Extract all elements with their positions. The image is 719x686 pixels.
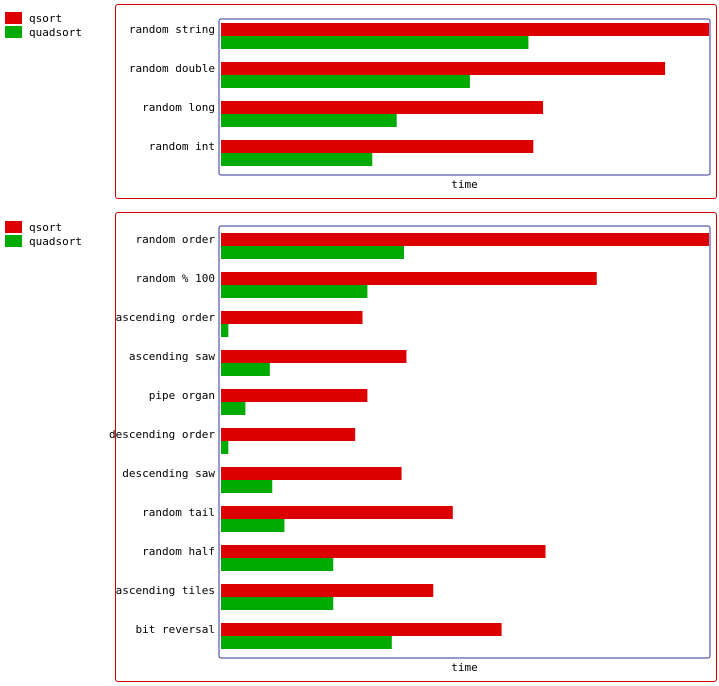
legend-item-qsort: qsort (5, 11, 82, 25)
bar-qsort-ascending-saw (221, 350, 407, 363)
bar-quadsort-random-string (221, 36, 529, 49)
category-label: descending saw (122, 467, 215, 480)
category-label: random tail (142, 506, 215, 519)
category-label: ascending tiles (116, 584, 215, 597)
bar-qsort-random-half (221, 545, 546, 558)
category-label: random string (129, 23, 215, 36)
legend-item-quadsort: quadsort (5, 25, 82, 39)
bar-quadsort-bit-reversal (221, 636, 392, 649)
bar-qsort-pipe-organ (221, 389, 368, 402)
bar-quadsort-descending-order (221, 441, 229, 454)
bar-quadsort-random-double (221, 75, 470, 88)
bar-quadsort-ascending-tiles (221, 597, 334, 610)
bar-qsort-random-string (221, 23, 709, 36)
bar-quadsort-random-long (221, 114, 397, 127)
bar-qsort-ascending-tiles (221, 584, 434, 597)
bar-quadsort-descending-saw (221, 480, 273, 493)
legend-item-qsort: qsort (5, 220, 82, 234)
bar-qsort-random-tail (221, 506, 453, 519)
x-axis-label: time (451, 178, 478, 191)
chart-panel-1: random string random double random long ran… (115, 4, 717, 199)
category-label: random int (149, 140, 215, 153)
bar-qsort-bit-reversal (221, 623, 502, 636)
bar-chart-1: random string random double random long ran… (129, 18, 711, 191)
category-label: random order (136, 233, 216, 246)
legend-label-quadsort: quadsort (29, 25, 82, 39)
category-label: pipe organ (149, 389, 215, 402)
category-label: random long (142, 101, 215, 114)
legend-swatch-qsort (5, 12, 22, 24)
category-label: descending order (109, 428, 215, 441)
bar-qsort-random-long (221, 101, 544, 114)
category-label: random % 100 (136, 272, 215, 285)
legend-label-qsort: qsort (29, 220, 63, 234)
bar-qsort-random-int (221, 140, 534, 153)
plot-area-border (218, 225, 711, 659)
chart-panel-2: random order random % 100 ascending order a… (109, 212, 717, 682)
bar-chart-2: random order random % 100 ascending order a… (109, 225, 711, 674)
bar-qsort-random-100 (221, 272, 597, 285)
category-label: random double (129, 62, 215, 75)
legend-label-qsort: qsort (29, 11, 63, 25)
bar-qsort-ascending-order (221, 311, 363, 324)
bar-qsort-random-double (221, 62, 666, 75)
bar-quadsort-pipe-organ (221, 402, 246, 415)
category-label: ascending saw (129, 350, 215, 363)
bar-quadsort-random-order (221, 246, 404, 259)
category-label: bit reversal (136, 623, 215, 636)
bar-quadsort-ascending-order (221, 324, 229, 337)
bar-quadsort-random-tail (221, 519, 285, 532)
category-label: random half (142, 545, 215, 558)
legend-swatch-quadsort (5, 26, 22, 38)
legend-item-quadsort: quadsort (5, 234, 82, 248)
bar-quadsort-random-int (221, 153, 373, 166)
plot-area-border (218, 18, 711, 176)
legend-swatch-quadsort (5, 235, 22, 247)
legend-label-quadsort: quadsort (29, 234, 82, 248)
bar-quadsort-random-half (221, 558, 334, 571)
x-axis-label: time (451, 661, 478, 674)
category-label: ascending order (116, 311, 216, 324)
bar-quadsort-ascending-saw (221, 363, 270, 376)
legend-2: qsort quadsort (5, 220, 82, 248)
bar-qsort-random-order (221, 233, 709, 246)
bar-quadsort-random-100 (221, 285, 368, 298)
legend-1: qsort quadsort (5, 11, 82, 39)
legend-swatch-qsort (5, 221, 22, 233)
bar-qsort-descending-saw (221, 467, 402, 480)
bar-qsort-descending-order (221, 428, 356, 441)
